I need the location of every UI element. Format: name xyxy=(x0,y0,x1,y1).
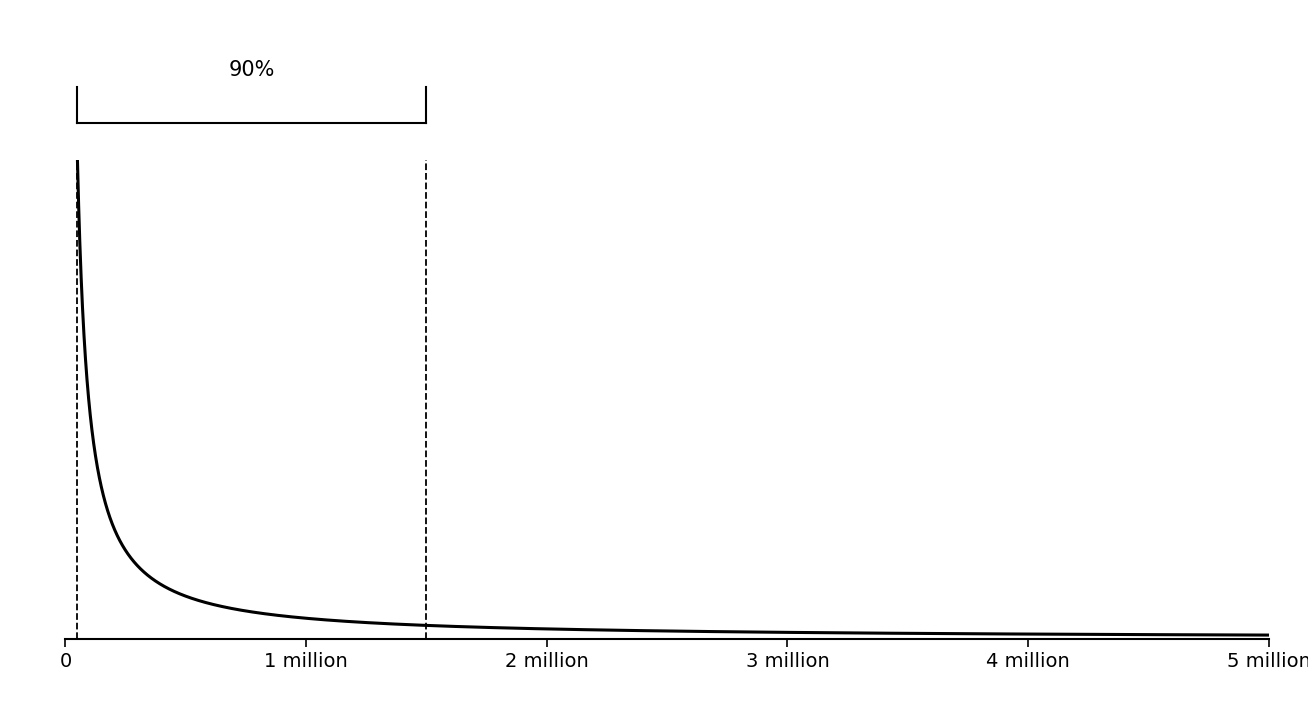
Text: 90%: 90% xyxy=(229,60,275,80)
